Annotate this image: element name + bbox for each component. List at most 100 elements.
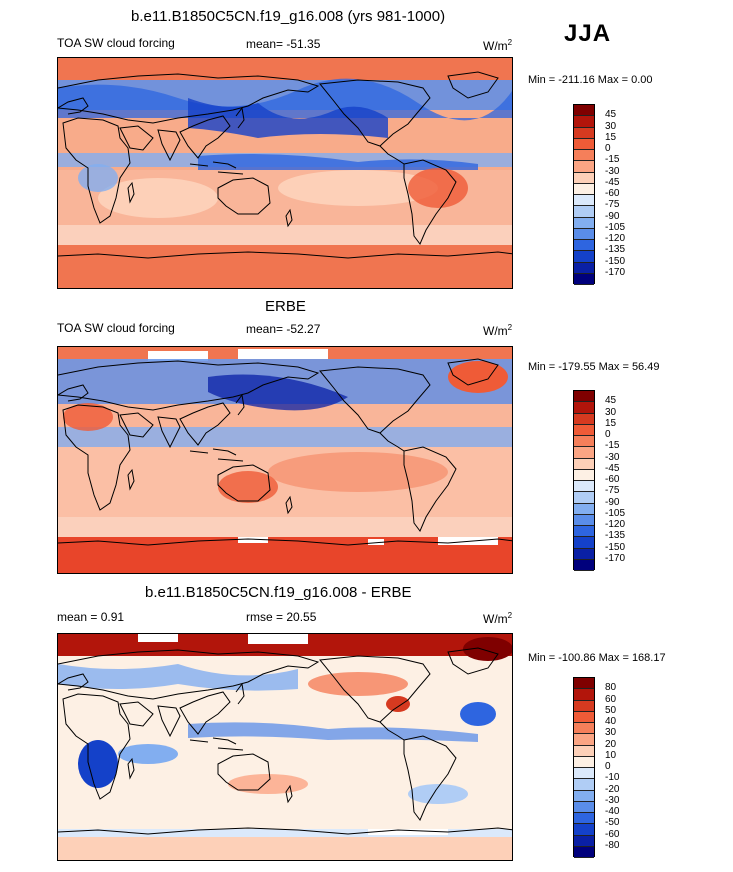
panel3-mean-label: mean = 0.91	[57, 610, 125, 624]
colorbar-tick-label: -80	[605, 839, 620, 851]
colorbar-swatch	[574, 548, 594, 560]
colorbar-tick-label: 80	[605, 682, 617, 694]
colorbar-tick-label: 45	[605, 109, 617, 121]
colorbar-tick-label: -75	[605, 199, 620, 211]
colorbar-swatch	[574, 127, 594, 139]
colorbar-swatch	[574, 206, 594, 218]
colorbar-swatch	[574, 183, 594, 195]
colorbar-swatch	[574, 217, 594, 229]
colorbar-swatch	[574, 813, 594, 825]
colorbar-swatch	[574, 391, 594, 403]
colorbar-tick-label: 0	[605, 143, 611, 154]
colorbar-swatch	[574, 228, 594, 240]
panel3-title: b.e11.B1850C5CN.f19_g16.008 - ERBE	[145, 584, 412, 601]
colorbar-swatch	[574, 447, 594, 459]
colorbar-tick-label: -10	[605, 772, 620, 784]
colorbar-tick-label: 30	[605, 120, 617, 132]
colorbar-tick-label: -45	[605, 176, 620, 188]
colorbar-tick-label: 30	[605, 406, 617, 418]
colorbar-swatch	[574, 492, 594, 504]
colorbar-tick-label: -90	[605, 496, 620, 508]
panel2-map	[57, 346, 513, 574]
colorbar-tick-label: -20	[605, 783, 620, 795]
panel1-map	[57, 57, 513, 289]
panel2-units: W/m2	[483, 323, 513, 338]
colorbar-swatch	[574, 514, 594, 526]
colorbar-tick-label: 10	[605, 749, 617, 761]
panel3-rmse-label: rmse = 20.55	[246, 610, 317, 624]
colorbar-swatch	[574, 251, 594, 263]
panel3-minmax: Min = -100.86 Max = 168.17	[528, 652, 666, 664]
colorbar-swatch	[574, 503, 594, 515]
colorbar-swatch	[574, 734, 594, 746]
colorbar-swatch	[574, 689, 594, 701]
colorbar-tick-label: -105	[605, 507, 626, 519]
panel2-colorbar	[573, 390, 595, 571]
colorbar-tick-label: 30	[605, 727, 617, 739]
colorbar-tick-label: -60	[605, 474, 620, 485]
panel2-minmax: Min = -179.55 Max = 56.49	[528, 361, 660, 373]
colorbar-tick-label: -15	[605, 154, 620, 166]
panel1-title: b.e11.B1850C5CN.f19_g16.008 (yrs 981-100…	[131, 8, 446, 25]
colorbar-tick-label: 0	[605, 429, 611, 440]
panel1-mean-label: mean= -51.35	[246, 37, 321, 51]
panel2-mean-label: mean= -52.27	[246, 322, 321, 336]
colorbar-swatch	[574, 273, 594, 285]
colorbar-tick-label: -75	[605, 485, 620, 497]
colorbar-swatch	[574, 824, 594, 836]
colorbar-swatch	[574, 195, 594, 207]
season-label: JJA	[564, 20, 612, 47]
colorbar-swatch	[574, 161, 594, 173]
colorbar-swatch	[574, 262, 594, 274]
panel3-colorbar	[573, 677, 595, 858]
colorbar-swatch	[574, 458, 594, 470]
colorbar-swatch	[574, 537, 594, 549]
colorbar-tick-label: -170	[605, 266, 626, 278]
colorbar-swatch	[574, 138, 594, 150]
colorbar-tick-label: -45	[605, 462, 620, 474]
colorbar-swatch	[574, 756, 594, 768]
colorbar-swatch	[574, 745, 594, 757]
panel3-units: W/m2	[483, 611, 513, 626]
colorbar-swatch	[574, 413, 594, 425]
colorbar-tick-label: 60	[605, 693, 617, 705]
colorbar-swatch	[574, 116, 594, 128]
colorbar-tick-label: -50	[605, 817, 620, 829]
colorbar-tick-label: -170	[605, 552, 626, 564]
colorbar-swatch	[574, 678, 594, 690]
colorbar-tick-label: -30	[605, 794, 620, 806]
colorbar-swatch	[574, 172, 594, 184]
colorbar-swatch	[574, 240, 594, 252]
colorbar-tick-label: -120	[605, 519, 626, 530]
colorbar-swatch	[574, 559, 594, 571]
colorbar-swatch	[574, 150, 594, 162]
colorbar-tick-label: -60	[605, 188, 620, 199]
colorbar-swatch	[574, 768, 594, 780]
colorbar-swatch	[574, 436, 594, 448]
colorbar-tick-label: 50	[605, 704, 617, 716]
colorbar-tick-label: -135	[605, 530, 626, 542]
colorbar-swatch	[574, 526, 594, 538]
panel2-title: ERBE	[265, 298, 306, 315]
colorbar-tick-label: 20	[605, 738, 617, 750]
panel3-map	[57, 633, 513, 861]
colorbar-tick-label: 45	[605, 395, 617, 407]
colorbar-tick-label: -90	[605, 210, 620, 222]
colorbar-tick-label: -105	[605, 221, 626, 233]
colorbar-swatch	[574, 835, 594, 847]
colorbar-swatch	[574, 700, 594, 712]
colorbar-swatch	[574, 469, 594, 481]
colorbar-swatch	[574, 424, 594, 436]
colorbar-swatch	[574, 723, 594, 735]
panel1-variable-label: TOA SW cloud forcing	[57, 36, 175, 50]
colorbar-swatch	[574, 711, 594, 723]
colorbar-tick-label: 40	[605, 716, 617, 727]
colorbar-tick-label: -30	[605, 165, 620, 177]
colorbar-tick-label: -150	[605, 255, 626, 267]
colorbar-tick-label: -135	[605, 244, 626, 256]
colorbar-swatch	[574, 801, 594, 813]
panel2-variable-label: TOA SW cloud forcing	[57, 321, 175, 335]
colorbar-tick-label: -15	[605, 440, 620, 452]
colorbar-tick-label: -30	[605, 451, 620, 463]
colorbar-swatch	[574, 779, 594, 791]
